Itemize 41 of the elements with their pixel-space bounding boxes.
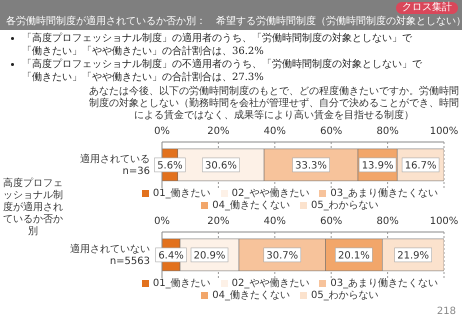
x-tick-label: 40% [264,126,286,137]
x-tick-label: 20% [207,216,230,227]
data-label: 6.4% [158,250,184,262]
x-tick-label: 40% [264,216,286,227]
legend-label: 05_わからない [311,200,379,211]
y-axis-title: 高度プロフェッショナル制度が適用されているか否か別 [2,178,64,238]
data-label: 16.7% [404,160,436,172]
text: 「高度プロフェッショナル制度」の不適用者のうち、「労働時間制度の対象としない」で「働きたい」「やや働きたい」の合計割合は、27.3% [22,58,423,84]
legend-label: 02_やや働きたい [232,188,310,199]
x-tick-label: 100% [430,126,458,137]
chart-subtitle: あなたは今後、以下の労働時間制度のもとで、どの程度働きたいですか。労働時間制度の対象としない（勤務時間を会社が管理せず、自分で決めることができ、時間による賃金ではなく、成果等により高い賃金を目指せる制度） [88,86,460,122]
x-tick-label: 0% [154,216,170,227]
legend-label: 01_働きたい [152,188,211,199]
data-label: 30.7% [266,250,298,262]
legend-label: 02_やや働きたい [232,278,310,289]
legend-label: 04_働きたくない [212,290,290,301]
x-tick-label: 60% [320,216,342,227]
x-tick-label: 20% [207,126,230,137]
y-tick-label: 適用されている n=36 [80,153,150,177]
x-tick-label: 80% [376,216,399,227]
legend-label: 01_働きたい [152,278,211,289]
text: 218 [436,306,456,317]
text: クロス集計 [396,2,458,14]
data-label: 33.3% [295,160,327,172]
data-label: 5.6% [157,160,183,172]
legend-label: 04_働きたくない [212,200,290,211]
chart-title: 各労働時間制度が適用されているか否か別： 希望する労働時間制度（労働時間制度の対象としない） [6,14,462,28]
x-tick-label: 80% [376,126,399,137]
x-tick-label: 100% [430,216,458,227]
y-tick-label: 適用されていない n=5563 [70,243,150,267]
data-label: 20.9% [194,250,226,262]
text: 「高度プロフェッショナル制度」の適用者のうち、「労働時間制度の対象としない」で「働きたい」「やや働きたい」の合計割合は、36.2% [22,32,413,58]
legend-label: 03_あまり働きたくない [330,188,438,199]
x-tick-label: 60% [320,126,342,137]
legend-label: 05_わからない [311,290,379,301]
data-label: 13.9% [362,160,394,172]
x-tick-label: 0% [154,126,170,137]
legend-label: 03_あまり働きたくない [330,278,438,289]
data-label: 20.1% [338,250,370,262]
data-label: 30.6% [205,160,237,172]
data-label: 21.9% [397,250,430,262]
